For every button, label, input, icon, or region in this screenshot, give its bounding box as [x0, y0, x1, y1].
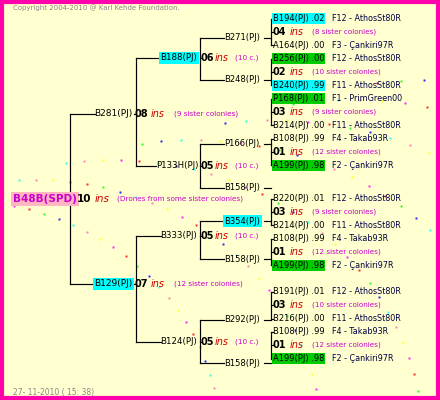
Text: B256(PJ) .00: B256(PJ) .00: [273, 54, 324, 63]
Text: A199(PJ) .98: A199(PJ) .98: [273, 161, 324, 170]
Text: B158(PJ): B158(PJ): [224, 255, 260, 264]
Text: 08: 08: [134, 109, 148, 119]
Text: B188(PJ): B188(PJ): [161, 54, 198, 62]
Text: (10 c.): (10 c.): [235, 233, 259, 239]
Text: 01: 01: [273, 247, 286, 257]
Text: ins: ins: [290, 27, 304, 37]
Text: F4 - Takab93R: F4 - Takab93R: [332, 234, 389, 243]
Text: F11 - AthosSt80R: F11 - AthosSt80R: [332, 121, 401, 130]
Text: ins: ins: [95, 194, 110, 204]
Text: 02: 02: [273, 67, 286, 77]
Text: (10 c.): (10 c.): [235, 163, 259, 169]
Text: 03: 03: [273, 207, 286, 217]
Text: F12 - AthosSt80R: F12 - AthosSt80R: [332, 288, 401, 296]
Text: B194(PJ) .02: B194(PJ) .02: [273, 14, 324, 23]
Text: ins: ins: [290, 107, 304, 117]
Text: (Drones from some sister colonies): (Drones from some sister colonies): [117, 196, 242, 202]
Text: 01: 01: [273, 340, 286, 350]
Text: ins: ins: [290, 247, 304, 257]
Text: (9 sister colonies): (9 sister colonies): [174, 111, 238, 117]
Text: B48B(SPD): B48B(SPD): [13, 194, 77, 204]
Text: (12 sister colonies): (12 sister colonies): [174, 281, 242, 287]
Text: ins: ins: [290, 67, 304, 77]
Text: ins: ins: [290, 340, 304, 350]
Text: B220(PJ) .01: B220(PJ) .01: [273, 194, 324, 203]
Text: ins: ins: [215, 53, 229, 63]
Text: 04: 04: [273, 27, 286, 37]
Text: (10 sister colonies): (10 sister colonies): [312, 69, 380, 75]
Text: P166(PJ): P166(PJ): [224, 140, 260, 148]
Text: B248(PJ): B248(PJ): [224, 76, 260, 84]
Text: (9 sister colonies): (9 sister colonies): [312, 109, 376, 115]
Text: (9 sister colonies): (9 sister colonies): [312, 209, 376, 215]
Text: A164(PJ) .00: A164(PJ) .00: [273, 41, 324, 50]
Text: F12 - AthosSt80R: F12 - AthosSt80R: [332, 194, 401, 203]
Text: B240(PJ) .99: B240(PJ) .99: [273, 81, 324, 90]
Text: P168(PJ) .01: P168(PJ) .01: [273, 94, 324, 103]
Text: ins: ins: [215, 337, 229, 347]
Text: F11 - AthosSt80R: F11 - AthosSt80R: [332, 314, 401, 323]
Text: ins: ins: [215, 161, 229, 171]
Text: F2 - Çankiri97R: F2 - Çankiri97R: [332, 261, 394, 270]
Text: ins: ins: [290, 207, 304, 217]
Text: B354(PJ): B354(PJ): [224, 217, 260, 226]
Text: 27- 11-2010 ( 15: 38): 27- 11-2010 ( 15: 38): [13, 388, 94, 396]
Text: 06: 06: [200, 53, 214, 63]
Text: 01: 01: [273, 147, 286, 157]
Text: B108(PJ) .99: B108(PJ) .99: [273, 234, 324, 243]
Text: (10 c.): (10 c.): [235, 55, 259, 61]
Text: B108(PJ) .99: B108(PJ) .99: [273, 134, 324, 143]
Text: B292(PJ): B292(PJ): [224, 316, 260, 324]
Text: B333(PJ): B333(PJ): [161, 232, 198, 240]
Text: ins: ins: [151, 279, 165, 289]
Text: A199(PJ) .98: A199(PJ) .98: [273, 354, 324, 363]
Text: (10 c.): (10 c.): [235, 339, 259, 345]
Text: B108(PJ) .99: B108(PJ) .99: [273, 328, 324, 336]
Text: F3 - Çankiri97R: F3 - Çankiri97R: [332, 41, 393, 50]
Text: (12 sister colonies): (12 sister colonies): [312, 149, 380, 155]
Text: B281(PJ): B281(PJ): [95, 110, 133, 118]
Text: B124(PJ): B124(PJ): [161, 338, 198, 346]
Text: 05: 05: [200, 231, 214, 241]
Text: F4 - Takab93R: F4 - Takab93R: [332, 328, 389, 336]
Text: 03: 03: [273, 300, 286, 310]
Text: F11 - AthosSt80R: F11 - AthosSt80R: [332, 221, 401, 230]
Text: 07: 07: [134, 279, 148, 289]
Text: A199(PJ) .98: A199(PJ) .98: [273, 261, 324, 270]
Text: F4 - Takab93R: F4 - Takab93R: [332, 134, 389, 143]
Text: B158(PJ): B158(PJ): [224, 359, 260, 368]
Text: B216(PJ) .00: B216(PJ) .00: [273, 314, 324, 323]
Text: (8 sister colonies): (8 sister colonies): [312, 29, 376, 35]
Text: F1 - PrimGreen00: F1 - PrimGreen00: [332, 94, 402, 103]
Text: B214(PJ) .00: B214(PJ) .00: [273, 121, 324, 130]
Text: F2 - Çankiri97R: F2 - Çankiri97R: [332, 161, 394, 170]
Text: F2 - Çankiri97R: F2 - Çankiri97R: [332, 354, 394, 363]
Text: (12 sister colonies): (12 sister colonies): [312, 249, 380, 255]
Text: B129(PJ): B129(PJ): [95, 280, 133, 288]
Text: F12 - AthosSt80R: F12 - AthosSt80R: [332, 54, 401, 63]
Text: 05: 05: [200, 161, 214, 171]
Text: B158(PJ): B158(PJ): [224, 184, 260, 192]
Text: B214(PJ) .00: B214(PJ) .00: [273, 221, 324, 230]
Text: (10 sister colonies): (10 sister colonies): [312, 302, 380, 308]
Text: B191(PJ) .01: B191(PJ) .01: [273, 288, 324, 296]
Text: 10: 10: [77, 194, 92, 204]
Text: ins: ins: [290, 147, 304, 157]
Text: ins: ins: [215, 231, 229, 241]
Text: B271(PJ): B271(PJ): [224, 34, 260, 42]
Text: F11 - AthosSt80R: F11 - AthosSt80R: [332, 81, 401, 90]
Text: ins: ins: [151, 109, 165, 119]
Text: F12 - AthosSt80R: F12 - AthosSt80R: [332, 14, 401, 23]
Text: Copyright 2004-2010 @ Karl Kehde Foundation.: Copyright 2004-2010 @ Karl Kehde Foundat…: [13, 5, 180, 11]
Text: 03: 03: [273, 107, 286, 117]
Text: P133H(PJ): P133H(PJ): [156, 162, 198, 170]
Text: (12 sister colonies): (12 sister colonies): [312, 342, 380, 348]
Text: ins: ins: [290, 300, 304, 310]
Text: 05: 05: [200, 337, 214, 347]
